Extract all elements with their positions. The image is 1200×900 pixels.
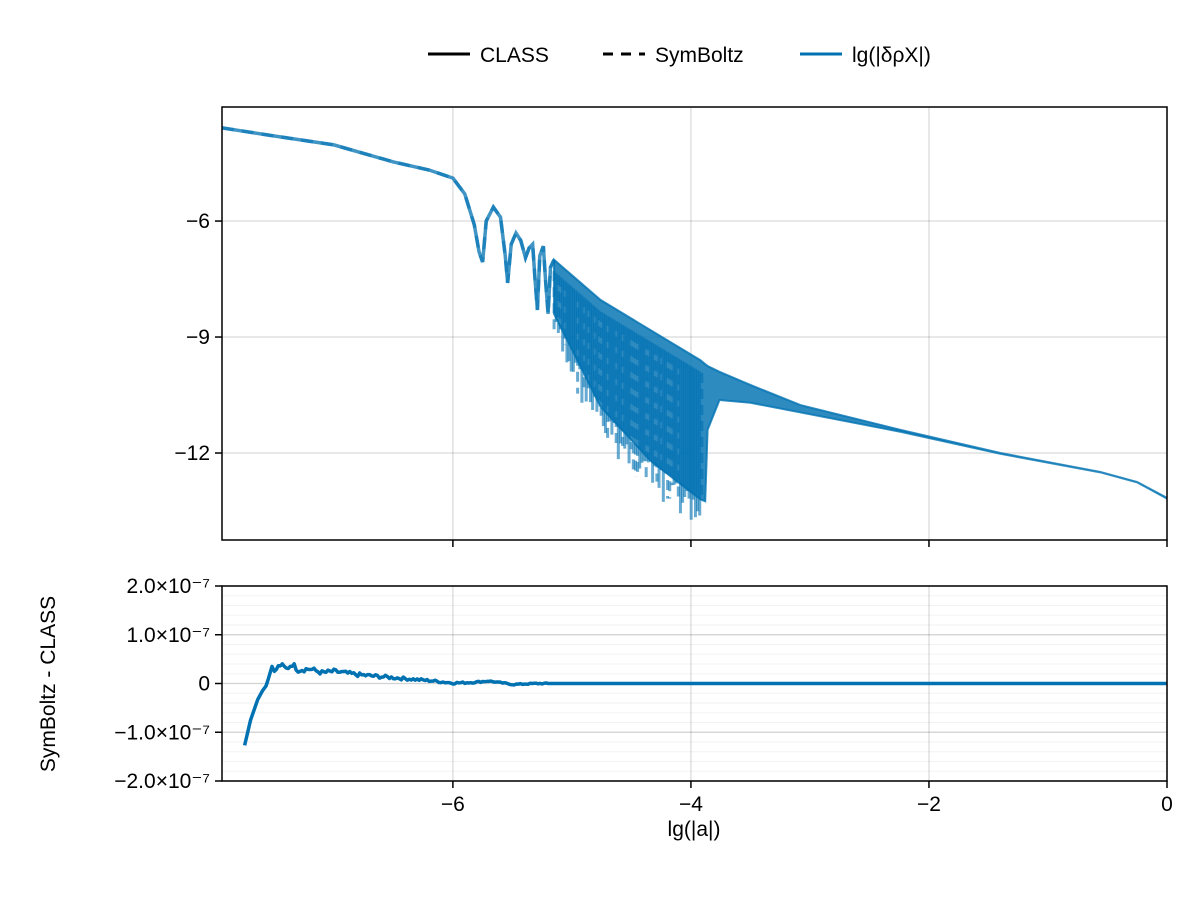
top-ticks: −6 −9 −12 — [174, 210, 1168, 547]
bottom-y-tick-label: −1.0×10⁻⁷ — [114, 721, 210, 744]
series-line-symboltz — [222, 126, 556, 314]
bottom-x-tick-label: 0 — [1161, 793, 1173, 816]
bottom-series — [242, 662, 1167, 746]
bottom-x-tick-label: −6 — [441, 793, 465, 816]
top-plot-frame — [221, 106, 1168, 541]
legend: CLASS SymBoltz lg(|δρX|) — [428, 44, 931, 67]
top-series — [222, 126, 1167, 520]
legend-label-class: CLASS — [480, 44, 549, 67]
bottom-y-tick-label: −2.0×10⁻⁷ — [114, 770, 210, 793]
legend-label-delta-rho: lg(|δρX|) — [852, 44, 931, 67]
top-y-tick-label: −12 — [174, 442, 210, 465]
series-line-difference — [242, 662, 1167, 746]
top-y-tick-label: −6 — [186, 210, 210, 233]
bottom-y-tick-label: 2.0×10⁻⁷ — [127, 575, 211, 598]
bottom-x-tick-label: −4 — [679, 793, 703, 816]
top-y-tick-label: −9 — [186, 326, 210, 349]
bottom-x-tick-label: −2 — [917, 793, 941, 816]
legend-label-symboltz: SymBoltz — [655, 44, 744, 67]
x-axis-label: lg(|a|) — [668, 818, 721, 841]
bottom-y-tick-label: 1.0×10⁻⁷ — [127, 624, 211, 647]
bottom-ticks: −6 −4 −2 0 2.0×10⁻⁷ 1.0×10⁻⁷ 0 −1.0×10⁻⁷ −2.0×10… — [114, 575, 1173, 816]
y-axis-label: SymBoltz - CLASS — [37, 596, 60, 772]
bottom-y-tick-label: 0 — [198, 673, 210, 696]
